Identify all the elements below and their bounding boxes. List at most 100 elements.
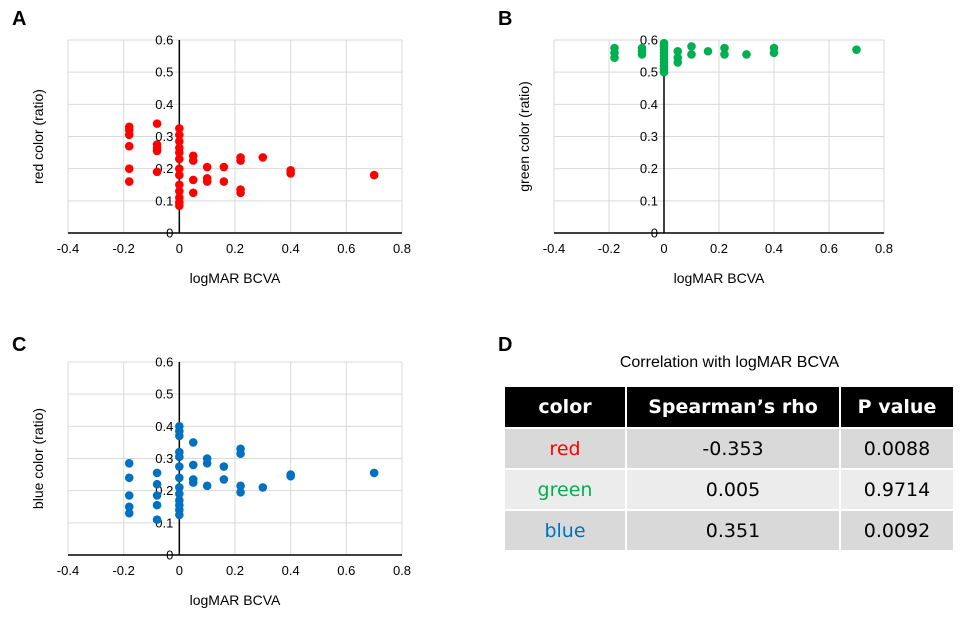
data-point [175, 489, 184, 499]
data-point [175, 431, 184, 441]
data-point [236, 156, 245, 165]
x-tick-label: 0 [176, 241, 183, 256]
table-cell-rho: 0.351 [626, 509, 841, 550]
y-tick-label: 0.6 [155, 355, 173, 370]
x-tick-label: 0 [660, 241, 667, 256]
y-tick-label: 0.4 [640, 97, 658, 112]
data-point [124, 491, 134, 500]
data-point [175, 201, 184, 210]
data-point [152, 491, 162, 500]
x-axis-label: logMAR BCVA [190, 592, 281, 608]
data-point [152, 468, 162, 478]
data-point [175, 483, 184, 492]
y-tick-label: 0.6 [640, 33, 658, 48]
data-point [202, 177, 212, 186]
x-tick-label: -0.4 [543, 241, 565, 256]
data-point [659, 67, 669, 77]
data-point [175, 180, 184, 190]
y-tick-label: 0 [166, 226, 173, 241]
table-cell-color: blue [505, 509, 627, 550]
data-point [175, 137, 184, 146]
data-point [720, 50, 729, 59]
data-point [673, 46, 683, 56]
table-row: red -0.353 0.0088 [505, 427, 953, 469]
data-point [219, 177, 229, 186]
data-point [175, 148, 184, 157]
x-tick-label: -0.4 [57, 241, 79, 256]
data-point [687, 42, 696, 51]
data-point [687, 50, 696, 59]
data-point [175, 164, 184, 173]
data-point [152, 167, 162, 177]
table-cell-rho: -0.353 [626, 427, 841, 469]
data-point [188, 175, 198, 185]
x-tick-label: 0.4 [282, 241, 300, 256]
data-point [124, 459, 134, 468]
blue-color-scatter-chart: -0.4 -0.2 0 0.2 0.4 0.6 0.800.10.20.30.40.50.6… [30, 355, 411, 609]
y-tick-label: 0 [651, 226, 658, 241]
data-point [236, 188, 245, 198]
y-axis-label: green color (ratio) [516, 81, 532, 192]
data-point [369, 170, 379, 180]
data-point [175, 186, 184, 196]
panel-letter-a: A [12, 8, 27, 30]
table-row: green 0.005 0.9714 [505, 468, 953, 510]
data-point [703, 46, 713, 56]
data-point [188, 460, 198, 470]
data-point [152, 500, 162, 510]
y-tick-label: 0.2 [640, 161, 658, 176]
data-point [124, 473, 134, 483]
y-tick-label: 0.3 [640, 129, 658, 144]
table-cell-color: green [505, 468, 627, 510]
x-tick-label: 0.8 [875, 241, 893, 256]
x-tick-label: 0.2 [710, 241, 728, 256]
data-point [152, 119, 162, 128]
data-point [720, 43, 729, 53]
x-tick-label: 0.8 [393, 563, 411, 578]
y-tick-label: 0.3 [155, 129, 173, 144]
x-tick-label: 0.6 [337, 563, 355, 578]
data-point [188, 188, 198, 198]
x-tick-label: 0.6 [337, 241, 355, 256]
data-point [152, 146, 162, 156]
y-tick-label: 0.1 [640, 193, 658, 208]
data-point [188, 438, 198, 447]
data-point [188, 156, 198, 165]
table-header-row: color Spearman’s rho P value [505, 387, 953, 428]
table-row: blue 0.351 0.0092 [505, 509, 953, 550]
green-color-scatter-chart: -0.4 -0.2 0 0.2 0.4 0.6 0.8 0 0.1 0.2 0.3 0.4 0.5 0.6… [516, 33, 893, 287]
data-point [219, 462, 229, 471]
data-point [175, 473, 184, 483]
x-tick-label: -0.4 [57, 563, 79, 578]
correlation-table: color Spearman’s rho P value red -0.353 … [505, 387, 953, 550]
panel-letter-b: B [498, 8, 513, 30]
data-point [286, 169, 295, 178]
y-tick-label: 0.4 [155, 97, 173, 112]
y-tick-label: 0.4 [155, 419, 173, 434]
column-header-color: color [505, 387, 627, 428]
column-header-spearmans-rho: Spearman’s rho [626, 387, 841, 428]
x-tick-label: -0.2 [112, 563, 134, 578]
data-point [258, 153, 268, 162]
x-axis-label: logMAR BCVA [190, 270, 281, 286]
data-point [236, 487, 245, 497]
data-point [124, 141, 134, 151]
x-tick-label: 0 [176, 563, 183, 578]
data-point [175, 170, 184, 180]
data-point [742, 50, 751, 59]
data-point [286, 471, 295, 481]
y-tick-label: 0 [166, 548, 173, 563]
column-header-p-value: P value [840, 387, 953, 428]
data-point [202, 162, 212, 172]
data-point [124, 177, 134, 186]
x-tick-label: 0.8 [393, 241, 411, 256]
data-point [175, 462, 184, 471]
table-cell-p-value: 0.9714 [840, 468, 953, 510]
x-axis-label: logMAR BCVA [674, 270, 765, 286]
data-point [175, 130, 184, 140]
data-point [236, 481, 245, 491]
data-point [175, 124, 184, 133]
data-point [852, 45, 861, 54]
data-point [152, 479, 162, 489]
x-tick-label: 0.2 [226, 241, 244, 256]
